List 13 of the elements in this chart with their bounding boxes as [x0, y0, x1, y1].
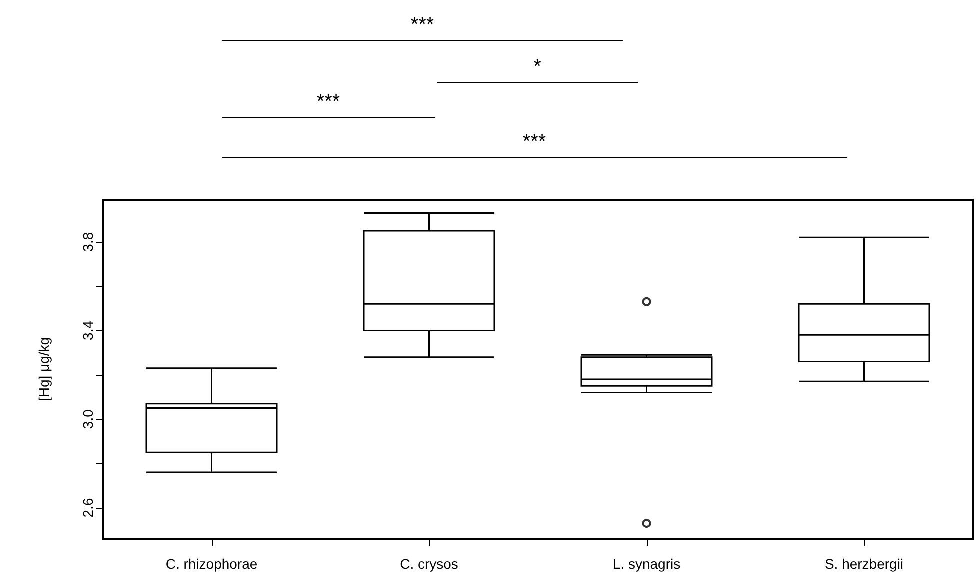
text: *** [522, 131, 548, 154]
y-tick-label: 2.6 [80, 498, 96, 518]
text: *** [316, 91, 342, 114]
x-tick-label: S. herzbergii [824, 556, 904, 572]
y-tick-label: 3.4 [80, 320, 96, 340]
text: *** [410, 14, 436, 37]
y-tick-label: 3.0 [80, 409, 96, 430]
text: * [532, 56, 542, 79]
x-tick-label: C. rhizophorae [166, 556, 258, 572]
x-tick-label: C. crysos [400, 556, 458, 572]
y-axis-title: [Hg] μg/kg [36, 337, 52, 402]
y-tick-label: 3.8 [80, 232, 96, 252]
x-tick-label: L. synagris [612, 556, 681, 572]
